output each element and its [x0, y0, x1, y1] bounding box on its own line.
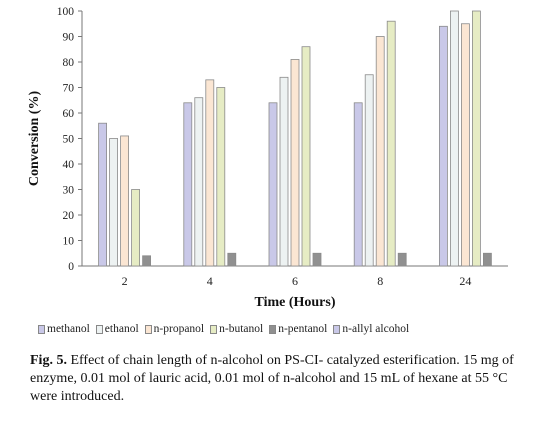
- legend-swatch: [210, 324, 218, 334]
- legend-label: n-propanol: [153, 323, 205, 335]
- bar-n-pentanol-4: [227, 252, 237, 267]
- legend-label: n-pentanol: [278, 323, 328, 335]
- bar-n-butanol-8: [386, 20, 396, 267]
- y-tick-label: 80: [63, 57, 75, 69]
- y-tick-label: 0: [68, 261, 74, 273]
- y-axis-title: Conversion (%): [27, 91, 42, 187]
- bar-n-pentanol-8: [397, 252, 407, 267]
- legend-item: n-butanol: [210, 323, 263, 335]
- legend-label: methanol: [47, 323, 90, 335]
- x-tick-label: 2: [122, 274, 128, 288]
- y-tick-label: 50: [63, 134, 75, 146]
- x-axis-title: Time (Hours): [254, 295, 335, 310]
- caption-label: Fig. 5.: [30, 353, 67, 368]
- legend-swatch: [38, 324, 45, 334]
- y-tick-label: 30: [63, 185, 75, 197]
- bar-ethanol-6: [279, 76, 289, 267]
- bar-n-propanol-2: [120, 135, 129, 267]
- y-tick-label: 10: [63, 236, 75, 248]
- bar-n-propanol-8: [375, 36, 385, 267]
- bar-n-butanol-6: [301, 46, 311, 267]
- bar-methanol-8: [353, 102, 363, 267]
- x-tick-label: 24: [459, 274, 471, 288]
- bar-n-pentanol-24: [482, 252, 492, 267]
- legend-swatch: [95, 324, 103, 334]
- bar-n-propanol-6: [290, 59, 300, 267]
- y-tick-label: 100: [57, 6, 75, 18]
- bar-n-butanol-24: [471, 10, 481, 267]
- legend-item: methanol: [38, 323, 90, 335]
- bar-ethanol-2: [109, 138, 118, 267]
- legend-item: n-allyl alcohol: [333, 323, 409, 335]
- x-tick-label: 6: [292, 274, 298, 288]
- caption-text: Effect of chain length of n-alcohol on P…: [30, 353, 514, 404]
- legend-label: ethanol: [104, 323, 139, 335]
- legend-label: n-butanol: [219, 323, 264, 335]
- legend-swatch: [144, 324, 152, 334]
- bar-n-butanol-2: [131, 189, 141, 267]
- bar-n-pentanol-2: [142, 255, 152, 267]
- bar-methanol-2: [98, 122, 107, 267]
- legend-label: n-allyl alcohol: [342, 323, 410, 335]
- bar-ethanol-4: [194, 97, 204, 267]
- y-tick-label: 90: [63, 32, 75, 44]
- bar-methanol-24: [438, 25, 448, 267]
- legend-item: ethanol: [95, 323, 139, 335]
- y-tick-label: 20: [63, 210, 75, 222]
- legend: methanol ethanol n-propanol n-butanol n-pent…: [38, 321, 508, 337]
- bar-methanol-4: [183, 102, 193, 267]
- legend-swatch: [333, 324, 341, 334]
- bar-n-propanol-24: [460, 23, 470, 267]
- y-tick-label: 70: [63, 83, 75, 95]
- bar-n-pentanol-6: [312, 252, 322, 267]
- legend-item: n-pentanol: [269, 323, 327, 335]
- bar-ethanol-8: [364, 74, 374, 267]
- x-tick-label: 4: [207, 274, 213, 288]
- y-tick-label: 60: [63, 108, 75, 120]
- y-tick-label: 40: [63, 159, 75, 171]
- bar-n-butanol-4: [216, 87, 226, 267]
- bar-ethanol-24: [449, 10, 459, 267]
- legend-item: n-propanol: [144, 323, 205, 335]
- x-tick-label: 8: [377, 274, 383, 288]
- figure-caption: Fig. 5. Effect of chain length of n-alco…: [30, 352, 515, 406]
- bar-n-propanol-4: [205, 79, 215, 267]
- bar-methanol-6: [268, 102, 278, 267]
- legend-swatch: [269, 324, 277, 334]
